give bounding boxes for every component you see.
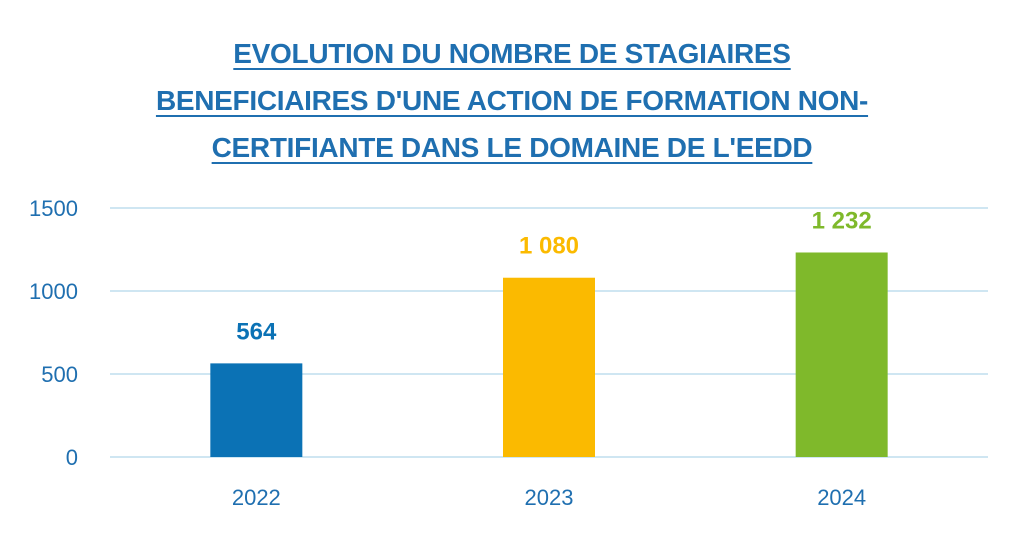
x-tick-label-2024: 2024 [817,485,866,510]
y-tick-label-500: 500 [41,362,78,387]
x-tick-label-2023: 2023 [525,485,574,510]
data-label-2024: 1 232 [812,207,872,234]
y-tick-label-1500: 1500 [29,196,78,221]
bar-2024 [795,252,888,457]
y-tick-label-1000: 1000 [29,279,78,304]
y-tick-label-0: 0 [66,445,78,470]
data-label-2022: 564 [236,318,277,345]
chart-title-line-1: EVOLUTION DU NOMBRE DE STAGIAIRES [233,38,791,69]
bar-2022 [210,363,303,457]
bar-2023 [503,277,595,457]
chart-title-line-3: CERTIFIANTE DANS LE DOMAINE DE L'EEDD [211,132,813,163]
chart-title: EVOLUTION DU NOMBRE DE STAGIAIRES BENEFI… [0,30,1024,171]
data-labels: 564 1 080 1 232 [236,207,871,345]
y-axis-tick-labels: 0 500 1000 1500 [29,196,78,470]
chart-title-line-2: BENEFICIAIRES D'UNE ACTION DE FORMATION … [155,85,869,116]
x-axis-tick-labels: 2022 2023 2024 [232,485,866,510]
data-label-2023: 1 080 [519,233,579,260]
bars [210,252,888,457]
x-tick-label-2022: 2022 [232,485,281,510]
